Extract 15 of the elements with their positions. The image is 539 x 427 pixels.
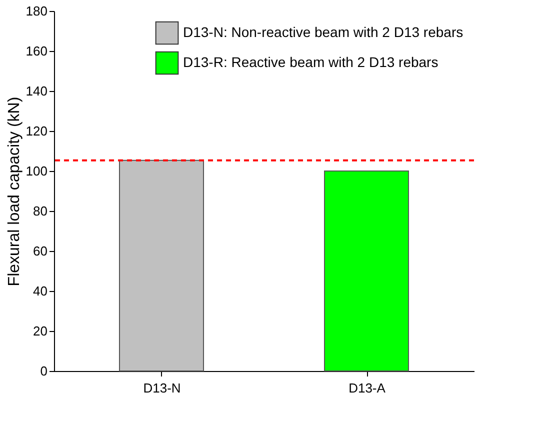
y-tick-label: 180 — [26, 4, 48, 18]
y-tick-label: 140 — [26, 84, 48, 98]
legend-label: D13-N: Non-reactive beam with 2 D13 rebars — [183, 24, 464, 40]
y-axis-title: Flexural load capacity (kN) — [6, 96, 23, 286]
y-tick-label: 40 — [33, 284, 48, 298]
y-tick-label: 120 — [26, 124, 48, 138]
x-tick-label: D13-N — [143, 380, 181, 396]
y-tick-label: 100 — [26, 164, 48, 178]
x-tick-label: D13-A — [348, 380, 386, 396]
legend-label: D13-R: Reactive beam with 2 D13 rebars — [183, 54, 438, 70]
y-tick-label: 60 — [33, 244, 48, 258]
y-tick-label: 0 — [40, 364, 48, 378]
y-tick-label: 80 — [33, 204, 48, 218]
y-tick-label: 20 — [33, 324, 48, 338]
y-tick-label: 160 — [26, 44, 48, 58]
